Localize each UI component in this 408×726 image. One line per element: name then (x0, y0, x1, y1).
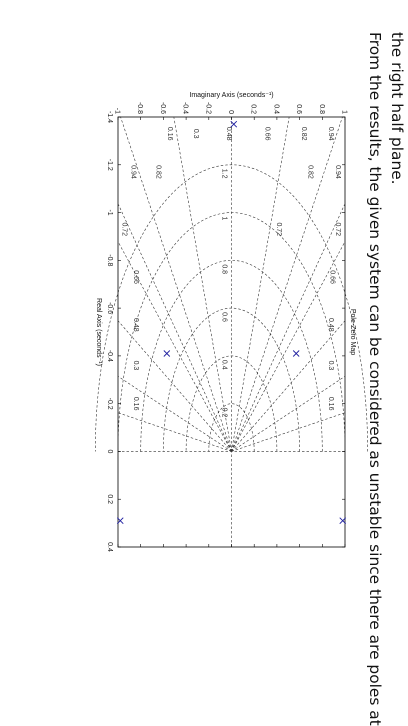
damping-label: 0.94 (130, 165, 137, 179)
damping-label: 0.66 (132, 270, 139, 284)
pole-marker-stroke (292, 350, 300, 357)
y-tick-label: 0.8 (318, 104, 325, 114)
y-tick-label: -0.8 (136, 102, 143, 114)
x-tick-label: 0 (106, 449, 113, 453)
pole-marker (116, 517, 124, 525)
y-tick-label: 0.6 (295, 104, 302, 114)
pole-markers (116, 120, 347, 525)
damping-grid-ray (117, 320, 232, 452)
tick-layer: -1.4 -1.2 -1 -0.8 -0.6 -0.4 -0.2 0 0.2 0.4 -1 -0.8 -… (106, 102, 348, 552)
damping-grid-ray (231, 376, 346, 452)
damping-grid-ray (117, 203, 232, 452)
y-tick-label: 0.2 (250, 104, 257, 114)
damping-grid-ray (231, 320, 346, 452)
damping-label: 0.82 (300, 127, 307, 141)
x-tick-label: -1 (106, 209, 113, 215)
y-tick-label: -0.2 (204, 102, 211, 114)
wn-label: 0.4 (221, 360, 228, 370)
y-tick-label: -1 (114, 108, 121, 114)
damping-label: 0.82 (307, 165, 314, 179)
damping-grid-ray (231, 203, 346, 452)
damping-grid-ray (120, 116, 232, 452)
x-tick-label: -0.2 (106, 398, 113, 410)
damping-label: 0.72 (334, 222, 341, 236)
damping-label: 0.94 (327, 127, 334, 141)
x-tick-label: -0.4 (106, 350, 113, 362)
damping-label: 0.66 (328, 270, 335, 284)
damping-label: 0.3 (132, 361, 139, 371)
wn-label: 1 (221, 217, 228, 221)
x-axis-label: Real Axis (seconds⁻¹) (95, 298, 102, 366)
damping-grid-ray (117, 412, 232, 452)
pole-marker (292, 350, 300, 357)
damping-label: 0.3 (327, 361, 334, 371)
pole-marker-stroke (339, 517, 347, 525)
wn-grid-arc (94, 164, 368, 452)
damping-label: 0.3 (192, 129, 199, 139)
damping-grid-ray (231, 116, 343, 452)
x-tick-label: 0.4 (106, 542, 113, 552)
chart-title: Pole-Zero Map (349, 309, 356, 355)
damping-grid-ray (231, 116, 290, 452)
damping-label: 0.48 (132, 318, 139, 332)
y-axis-label: Imaginary Axis (seconds⁻¹) (189, 92, 273, 99)
pole-marker (163, 350, 171, 357)
damping-label: 0.16 (166, 127, 173, 141)
damping-grid-ray (231, 241, 346, 452)
wn-label: 1.2 (221, 169, 228, 179)
damping-grid-ray (117, 376, 232, 452)
grid-layer (94, 116, 368, 452)
y-tick-label: -0.6 (159, 102, 166, 114)
pole-marker-stroke (163, 350, 171, 357)
damping-label: 0.48 (327, 318, 334, 332)
y-tick-label: -0.4 (182, 102, 189, 114)
wn-label: 0.6 (221, 312, 228, 322)
grid-label-layer: 0.94 0.82 0.66 0.48 0.3 0.16 0.94 0.82 0.66 0.48 0… (121, 127, 341, 418)
y-tick-label: 0.4 (272, 104, 279, 114)
wn-grid-arc (208, 403, 255, 452)
wn-grid-arc (140, 260, 323, 452)
damping-label: 0.16 (327, 397, 334, 411)
pole-zero-chart: -1.4 -1.2 -1 -0.8 -0.6 -0.4 -0.2 0 0.2 0.4 -1 -0.8 -… (94, 92, 368, 552)
y-tick-label: 1 (341, 110, 348, 114)
x-tick-label: -0.6 (106, 302, 113, 314)
damping-label: 0.72 (275, 222, 282, 236)
axis-reference-lines (118, 117, 345, 547)
damping-label: 0.48 (225, 127, 232, 141)
x-tick-label: -1.4 (106, 111, 113, 123)
damping-grid-ray (117, 241, 232, 452)
damping-label: 0.66 (264, 127, 271, 141)
x-tick-label: -0.8 (106, 254, 113, 266)
damping-label: 0.72 (121, 222, 128, 236)
x-tick-label: 0.2 (106, 494, 113, 504)
damping-label: 0.16 (132, 397, 139, 411)
pole-marker (230, 120, 238, 128)
damping-label: 0.82 (155, 165, 162, 179)
wn-label: 0.2 (221, 408, 228, 418)
damping-grid-ray (231, 412, 346, 452)
damping-grid-ray (173, 116, 232, 452)
damping-label: 0.94 (334, 165, 341, 179)
pole-marker-stroke (116, 517, 124, 525)
x-tick-label: -1.2 (106, 159, 113, 171)
wn-label: 0.8 (221, 264, 228, 274)
pole-marker (339, 517, 347, 525)
pole-marker-stroke (230, 120, 238, 128)
y-tick-label: 0 (227, 110, 234, 114)
